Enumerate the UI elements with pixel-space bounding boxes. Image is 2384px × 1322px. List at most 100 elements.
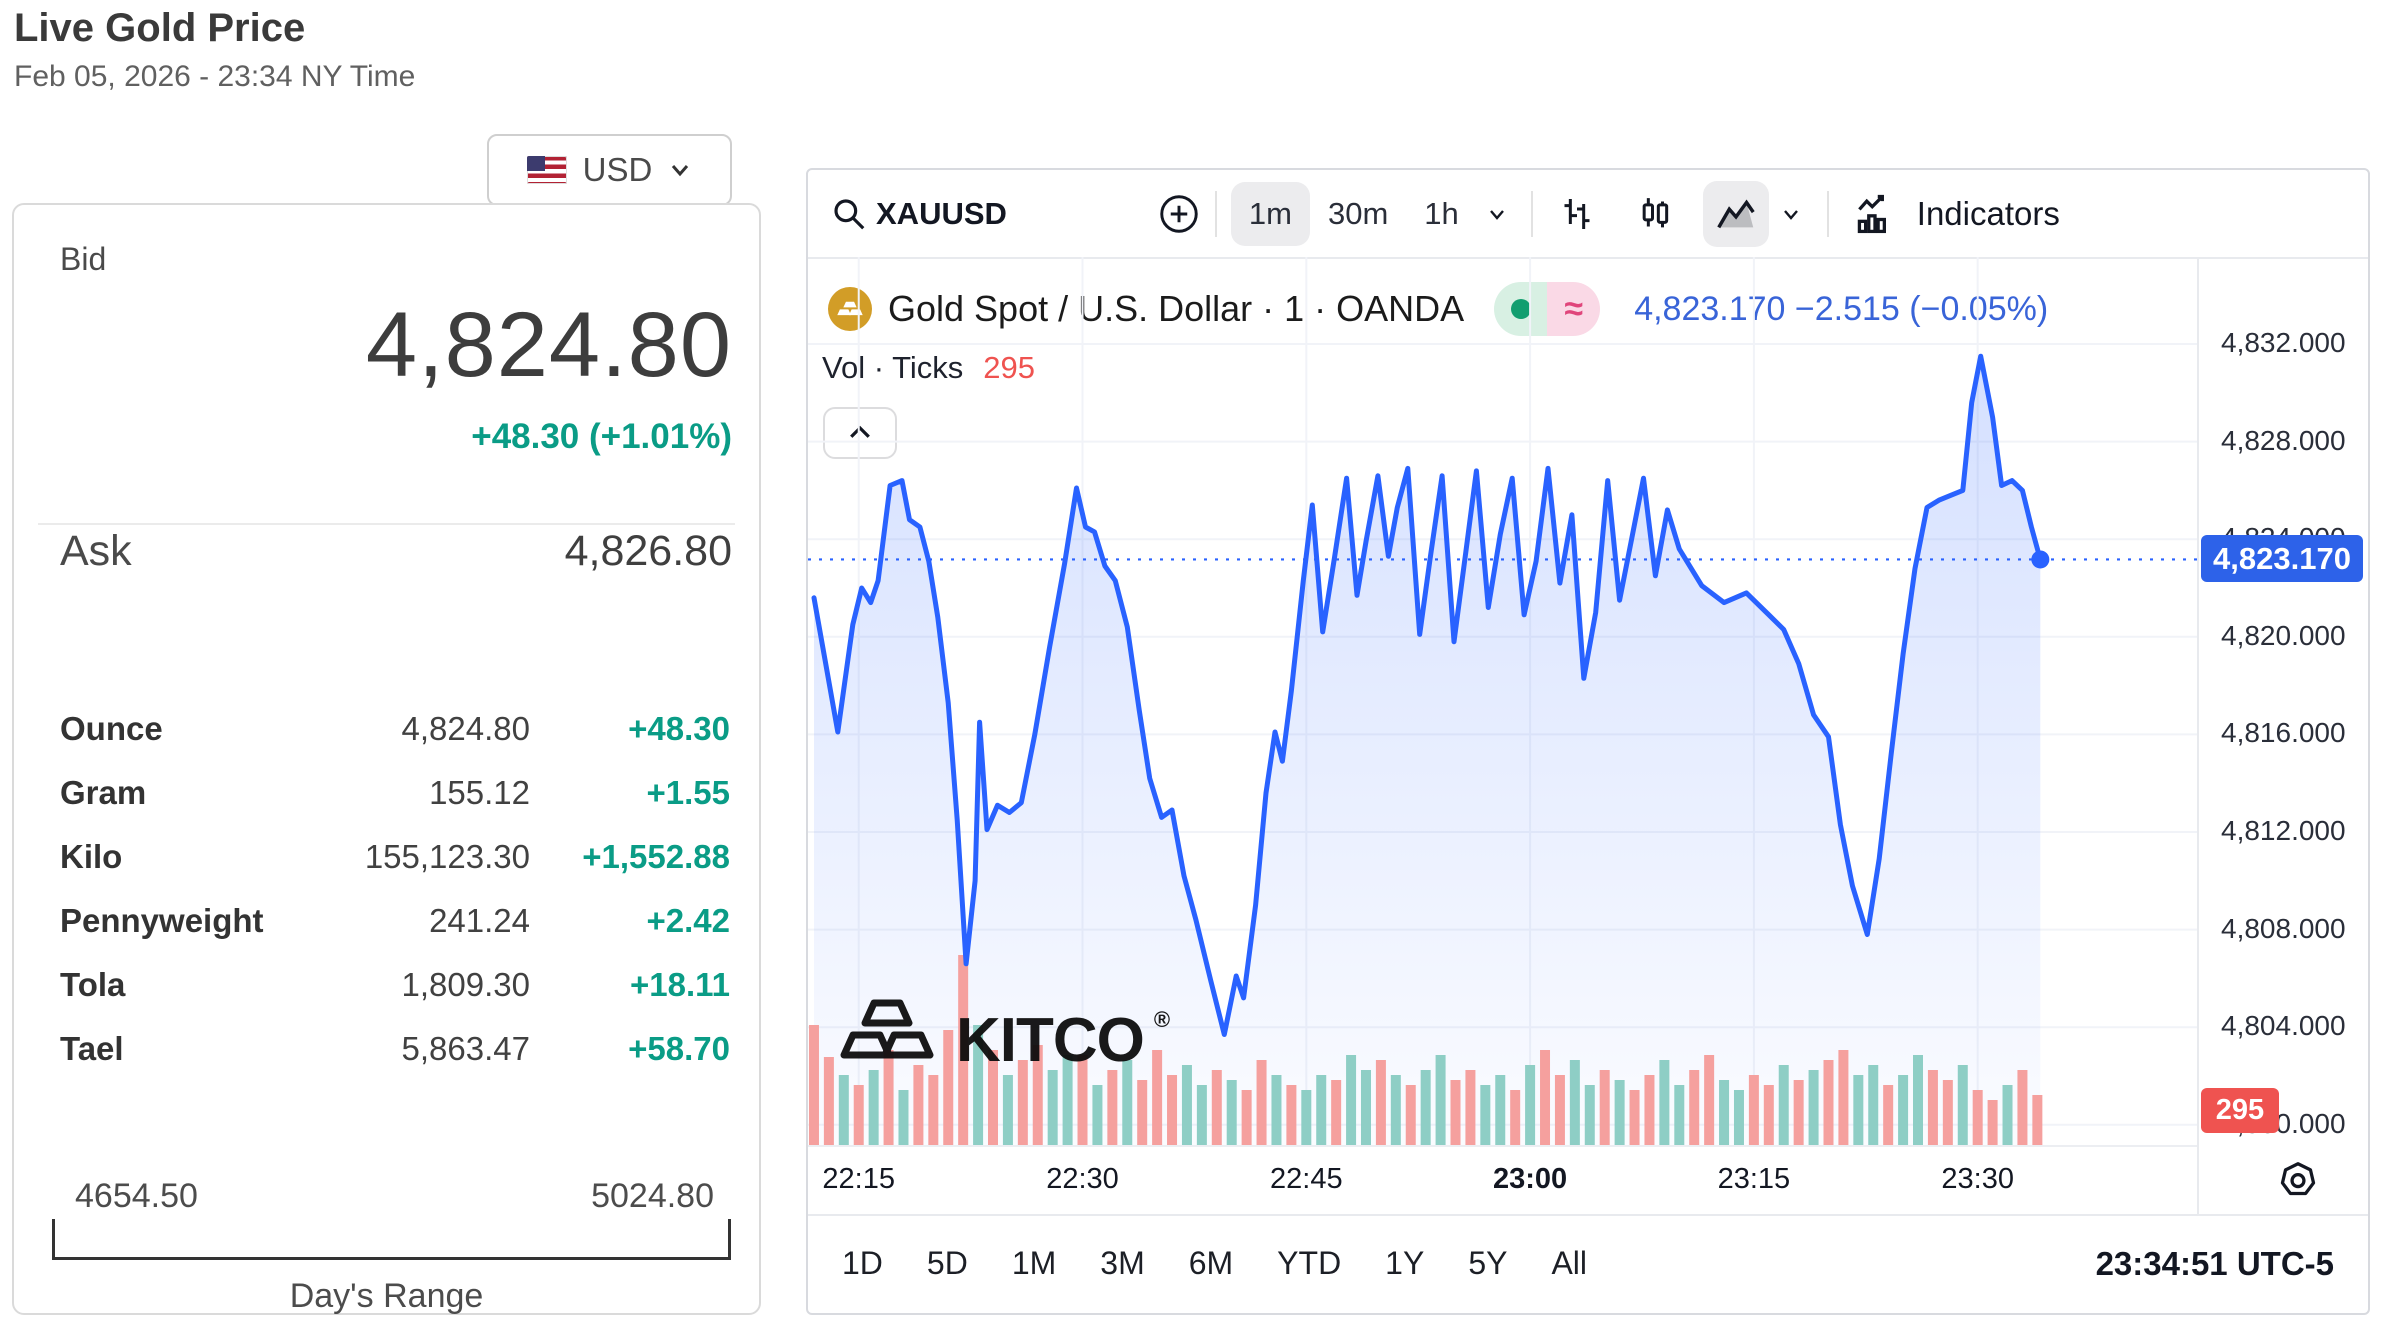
approx-price-icon: ≈ [1547, 282, 1601, 336]
area-chart-type-icon-selected[interactable] [1702, 180, 1769, 247]
chart-settings-gear-icon[interactable] [2275, 1158, 2321, 1204]
collapse-legend-button[interactable] [823, 407, 897, 459]
chart-type-menu-chevron-icon[interactable] [1779, 202, 1803, 226]
volume-bar [1211, 1070, 1222, 1145]
price-axis[interactable]: 4,832.0004,828.0004,824.0004,820.0004,81… [2197, 257, 2368, 1214]
range-button-1M[interactable]: 1M [1011, 1245, 1057, 1281]
volume-bar [2017, 1070, 2028, 1145]
volume-bar [1346, 1055, 1357, 1145]
volume-bar [1286, 1085, 1297, 1145]
days-range-label: Day's Range [289, 1277, 484, 1315]
market-status-pill[interactable]: ≈ [1494, 282, 1601, 336]
volume-bar [1226, 1080, 1237, 1145]
range-button-All[interactable]: All [1551, 1245, 1588, 1281]
volume-bar [1360, 1070, 1371, 1145]
range-button-1Y[interactable]: 1Y [1385, 1245, 1425, 1281]
kitco-gold-bars-icon [840, 999, 934, 1059]
currency-selector[interactable]: USD [487, 134, 732, 206]
range-button-YTD[interactable]: YTD [1277, 1245, 1342, 1281]
legend-symbol-title[interactable]: Gold Spot / U.S. Dollar · 1 · OANDA [888, 288, 1465, 329]
price-chart-plot[interactable] [808, 257, 2197, 1145]
volume-bar [1480, 1085, 1491, 1145]
volume-bar [1763, 1085, 1774, 1145]
volume-bar [1092, 1085, 1103, 1145]
volume-bar [988, 1050, 999, 1145]
x-axis-label: 23:15 [1717, 1163, 1791, 1195]
volume-legend: Vol · Ticks 295 [822, 350, 1035, 386]
volume-bar [823, 1057, 834, 1145]
range-high: 5024.80 [591, 1177, 714, 1215]
volume-bar [1913, 1055, 1924, 1145]
volume-bar [1495, 1075, 1506, 1145]
volume-bar [1331, 1080, 1342, 1145]
bid-label: Bid [60, 241, 107, 277]
unit-price: 1,809.30 [401, 966, 530, 1003]
volume-bar [1002, 1075, 1013, 1145]
x-axis-label: 23:00 [1493, 1163, 1568, 1195]
ask-label: Ask [60, 527, 132, 575]
chart-clock[interactable]: 23:34:51 UTC-5 [2095, 1244, 2334, 1282]
volume-bar [1152, 1050, 1163, 1145]
volume-bar [1793, 1080, 1804, 1145]
unit-price: 155.12 [429, 774, 530, 811]
volume-bar [1719, 1080, 1730, 1145]
volume-bar [958, 955, 969, 1145]
unit-change: +1,552.88 [582, 838, 730, 875]
conversion-table: Ounce 4,824.80 +48.30 Gram 155.12 +1.55 Ki… [60, 697, 730, 1081]
volume-bar [1077, 1055, 1088, 1145]
unit-change: +18.11 [629, 966, 730, 1003]
time-axis[interactable]: 22:15 22:30 22:45 23:00 23:15 23:30 [808, 1145, 2197, 1216]
bid-value: 4,824.80 [365, 294, 732, 396]
range-button-5D[interactable]: 5D [926, 1245, 968, 1281]
unit-label: Pennyweight [60, 902, 264, 939]
range-button-6M[interactable]: 6M [1188, 1245, 1234, 1281]
unit-price: 4,824.80 [401, 710, 530, 747]
range-button-5Y[interactable]: 5Y [1468, 1245, 1508, 1281]
interval-menu-chevron-icon[interactable] [1485, 202, 1509, 226]
chevron-down-icon [672, 165, 689, 177]
volume-legend-label[interactable]: Vol · Ticks [822, 350, 964, 385]
volume-bar [1196, 1085, 1207, 1145]
volume-bar [928, 1075, 939, 1145]
volume-bar [1659, 1060, 1670, 1145]
range-button-1D[interactable]: 1D [842, 1245, 883, 1281]
indicators-button[interactable]: Indicators [1916, 194, 2060, 232]
volume-bar [853, 1085, 864, 1145]
interval-button-1m[interactable]: 1m [1230, 181, 1310, 246]
unit-price: 155,123.30 [364, 838, 530, 875]
chart-widget: XAUUSD 1m 30m 1h Indicators [806, 168, 2370, 1315]
volume-bar [1032, 1045, 1043, 1145]
compare-add-icon[interactable] [1157, 192, 1201, 236]
volume-bar [943, 1030, 954, 1145]
bars-chart-type-icon[interactable] [1547, 184, 1607, 244]
unit-change: +58.70 [628, 1030, 730, 1067]
volume-bar [1107, 1070, 1118, 1145]
y-axis-label: 4,816.000 [2221, 717, 2346, 749]
volume-bar [1375, 1060, 1386, 1145]
range-selector-bar: 1D 5D 1M 3M 6M YTD 1Y 5Y All 23:34:51 UTC-5 [808, 1214, 2368, 1311]
search-icon[interactable] [830, 195, 868, 233]
kitco-watermark-text: KITCO [956, 1006, 1145, 1075]
indicators-icon[interactable] [1843, 182, 1907, 246]
volume-bar [1554, 1075, 1565, 1145]
table-row: Pennyweight 241.24 +2.42 [60, 889, 730, 953]
volume-bar [973, 1025, 984, 1145]
volume-bar [1883, 1085, 1894, 1145]
unit-change: +1.55 [646, 774, 731, 811]
range-button-3M[interactable]: 3M [1100, 1245, 1145, 1281]
volume-bar [1927, 1070, 1938, 1145]
volume-bar [883, 1050, 894, 1145]
interval-button-30m[interactable]: 30m [1327, 195, 1389, 231]
volume-bar [1540, 1050, 1551, 1145]
page-title: Live Gold Price [14, 6, 306, 50]
volume-bar [1241, 1090, 1252, 1145]
unit-price: 241.24 [429, 902, 530, 939]
symbol-search-button[interactable]: XAUUSD [876, 195, 1007, 231]
volume-bar [1017, 1060, 1028, 1145]
interval-button-1h[interactable]: 1h [1424, 195, 1459, 231]
volume-bar [1868, 1065, 1879, 1145]
volume-bar [1808, 1070, 1819, 1145]
volume-bar [1181, 1065, 1192, 1145]
candles-chart-type-icon[interactable] [1625, 184, 1685, 244]
